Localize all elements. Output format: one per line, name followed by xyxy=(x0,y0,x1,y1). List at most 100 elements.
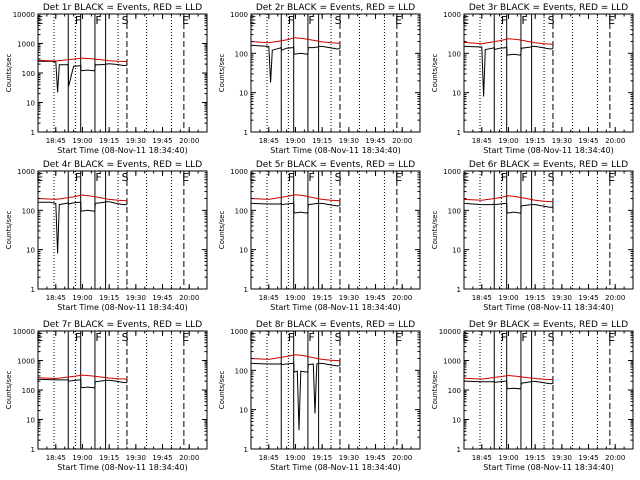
plot-frame xyxy=(463,170,634,290)
x-tick-label: 19:15 xyxy=(525,137,545,145)
panel-title: Det 8r BLACK = Events, RED = LLD xyxy=(256,320,415,330)
x-tick-label: 20:00 xyxy=(179,454,199,462)
x-tick-label: 19:30 xyxy=(126,454,146,462)
y-axis-label: Counts/sec xyxy=(5,211,13,250)
y-tick-label: 1000 xyxy=(17,168,35,176)
y-tick-label: 1 xyxy=(244,129,248,137)
y-tick-label: 1000 xyxy=(17,41,35,49)
region-label: E xyxy=(182,171,189,184)
y-tick-label: 10000 xyxy=(13,328,35,336)
x-tick-label: 19:00 xyxy=(498,294,518,302)
region-label: F xyxy=(95,171,101,184)
x-axis-label: Start Time (08-Nov-11 18:34:40) xyxy=(270,303,400,312)
region-label: S xyxy=(335,14,342,27)
y-tick-label: 1 xyxy=(457,446,461,454)
events-series-line xyxy=(38,60,128,93)
x-tick-label: 19:15 xyxy=(312,454,332,462)
panel-title: Det 9r BLACK = Events, RED = LLD xyxy=(469,320,628,330)
x-tick-label: 19:00 xyxy=(72,137,92,145)
y-tick-label: 10 xyxy=(239,90,248,98)
y-tick-label: 100 xyxy=(235,50,248,58)
x-axis-label: Start Time (08-Nov-11 18:34:40) xyxy=(57,463,187,472)
plot-frame xyxy=(250,330,421,450)
x-tick-label: 20:00 xyxy=(392,294,412,302)
x-tick-label: 19:00 xyxy=(285,137,305,145)
x-tick-label: 19:15 xyxy=(99,454,119,462)
region-label: E xyxy=(395,171,402,184)
y-tick-label: 100 xyxy=(448,207,461,215)
y-tick-label: 1000 xyxy=(230,168,248,176)
region-label: E xyxy=(395,14,402,27)
x-tick-label: 19:30 xyxy=(339,137,359,145)
panel-title: Det 4r BLACK = Events, RED = LLD xyxy=(43,160,202,170)
panel-det-8: Det 8r BLACK = Events, RED = LLDEFFSE110… xyxy=(218,320,421,472)
region-label: S xyxy=(548,331,555,344)
region-label: F xyxy=(521,14,527,27)
lld-series-line xyxy=(463,374,553,381)
region-label: S xyxy=(122,331,129,344)
y-tick-label: 10000 xyxy=(13,11,35,19)
region-label: E xyxy=(395,331,402,344)
y-tick-label: 1 xyxy=(457,129,461,137)
x-tick-label: 20:00 xyxy=(605,294,625,302)
region-label: S xyxy=(335,171,342,184)
x-tick-label: 19:00 xyxy=(285,294,305,302)
events-series-line xyxy=(250,44,341,83)
y-tick-label: 1 xyxy=(457,286,461,294)
y-tick-label: 1 xyxy=(31,286,35,294)
x-axis-label: Start Time (08-Nov-11 18:34:40) xyxy=(270,146,400,155)
events-series-line xyxy=(463,45,554,97)
y-axis-label: Counts/sec xyxy=(218,371,226,410)
y-tick-label: 100 xyxy=(448,50,461,58)
y-tick-label: 10 xyxy=(26,100,35,108)
y-axis-label: Counts/sec xyxy=(218,211,226,250)
y-tick-label: 1000 xyxy=(230,328,248,336)
x-tick-label: 18:45 xyxy=(472,294,492,302)
y-tick-label: 1000 xyxy=(230,11,248,19)
y-tick-label: 100 xyxy=(448,387,461,395)
x-tick-label: 19:15 xyxy=(99,294,119,302)
y-tick-label: 10 xyxy=(239,407,248,415)
panel-title: Det 3r BLACK = Events, RED = LLD xyxy=(469,3,628,13)
x-tick-label: 19:45 xyxy=(152,454,172,462)
y-tick-label: 1000 xyxy=(443,11,461,19)
x-tick-label: 19:30 xyxy=(339,454,359,462)
x-tick-label: 18:45 xyxy=(259,137,279,145)
panel-det-6: Det 6r BLACK = Events, RED = LLDEFFSE110… xyxy=(431,160,634,312)
panel-title: Det 5r BLACK = Events, RED = LLD xyxy=(256,160,415,170)
events-series-line xyxy=(37,378,128,389)
y-tick-label: 10 xyxy=(452,90,461,98)
region-label: F xyxy=(75,14,81,27)
x-tick-label: 18:45 xyxy=(46,454,66,462)
region-label: S xyxy=(548,14,555,27)
region-label: E xyxy=(608,171,615,184)
panel-title: Det 6r BLACK = Events, RED = LLD xyxy=(469,160,628,170)
events-series-line xyxy=(463,380,554,390)
x-tick-label: 20:00 xyxy=(392,454,412,462)
x-tick-label: 19:15 xyxy=(99,137,119,145)
lld-series-line xyxy=(250,37,340,44)
x-tick-label: 20:00 xyxy=(392,137,412,145)
x-tick-label: 19:45 xyxy=(578,454,598,462)
y-tick-label: 1000 xyxy=(443,358,461,366)
panel-det-3: Det 3r BLACK = Events, RED = LLDEFFSE110… xyxy=(431,3,634,155)
region-label: F xyxy=(288,171,294,184)
x-tick-label: 19:45 xyxy=(365,137,385,145)
events-series-line xyxy=(250,201,341,214)
plot-frame xyxy=(37,170,208,290)
y-tick-label: 10 xyxy=(452,417,461,425)
region-label: E xyxy=(608,14,615,27)
panel-title: Det 1r BLACK = Events, RED = LLD xyxy=(43,3,202,13)
x-tick-label: 19:30 xyxy=(126,294,146,302)
x-tick-label: 19:45 xyxy=(365,294,385,302)
plot-frame xyxy=(250,13,421,133)
x-axis-label: Start Time (08-Nov-11 18:34:40) xyxy=(483,463,613,472)
region-label: F xyxy=(501,171,507,184)
y-tick-label: 10000 xyxy=(439,328,461,336)
region-label: F xyxy=(501,331,507,344)
y-axis-label: Counts/sec xyxy=(431,371,439,410)
lld-series-line xyxy=(250,354,340,362)
